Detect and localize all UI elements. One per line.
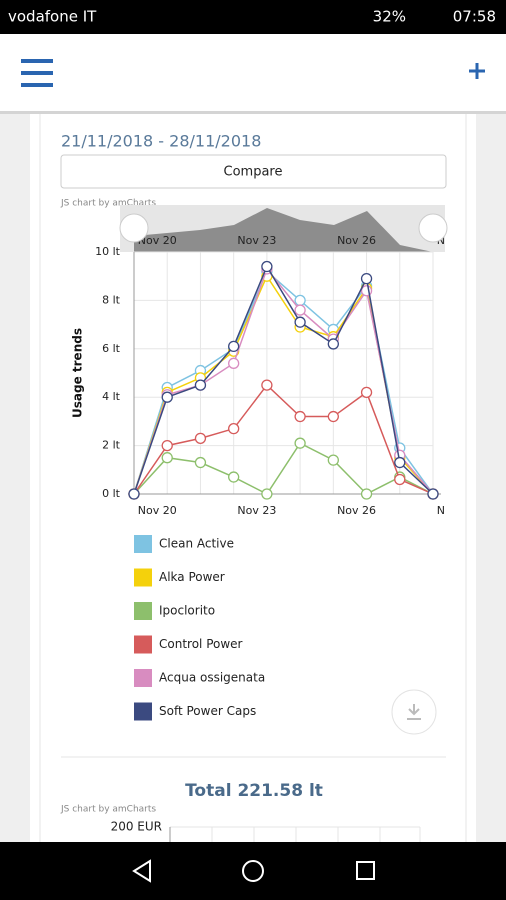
scrollbar-label: Nov 20 xyxy=(138,234,177,247)
point xyxy=(294,304,306,316)
header-shadow xyxy=(0,111,506,114)
clock: 07:58 xyxy=(453,8,496,26)
recents-button[interactable] xyxy=(356,861,375,880)
point xyxy=(261,488,273,500)
nav-bar xyxy=(0,842,506,900)
y-axis-title: Usage trends xyxy=(71,328,85,418)
y-tick-label: 10 lt xyxy=(95,245,121,258)
point xyxy=(261,260,273,273)
point xyxy=(427,488,439,500)
x-tick-label: Nov 20 xyxy=(138,504,177,517)
scroll-handle[interactable] xyxy=(418,213,448,243)
y-tick-label: 0 lt xyxy=(102,487,121,500)
point xyxy=(327,338,339,350)
point xyxy=(161,439,173,452)
legend-swatch[interactable] xyxy=(134,568,152,587)
app-header xyxy=(0,34,506,112)
point xyxy=(228,357,240,369)
point xyxy=(261,379,273,391)
legend-swatch[interactable] xyxy=(134,602,152,620)
total: Total 221.58 lt xyxy=(185,781,323,801)
menu-button[interactable] xyxy=(21,59,53,87)
legend-label: Acqua ossigenata xyxy=(159,671,265,685)
add-button[interactable] xyxy=(469,63,485,79)
compare-button[interactable] xyxy=(60,154,447,189)
scroll-handle[interactable] xyxy=(119,213,149,243)
legend-swatch[interactable] xyxy=(134,535,152,553)
legend-label: Alka Power xyxy=(159,570,225,584)
point xyxy=(161,452,173,464)
point xyxy=(360,488,373,500)
point xyxy=(194,379,207,391)
point xyxy=(194,456,207,469)
x-tick-label: Nov 29 xyxy=(437,504,476,517)
y-tick-label: 4 lt xyxy=(102,390,121,403)
credit: JS chart by amCharts xyxy=(60,805,156,815)
series-line xyxy=(133,264,434,495)
credit: JS chart by amCharts xyxy=(60,199,156,209)
x-tick-label: Nov 26 xyxy=(337,504,376,517)
legend-swatch[interactable] xyxy=(134,669,152,687)
y-tick-label: 8 lt xyxy=(102,293,121,306)
back-button[interactable] xyxy=(132,859,151,883)
point xyxy=(294,410,306,423)
status-bar xyxy=(0,0,506,34)
point xyxy=(327,454,339,466)
legend-swatch[interactable] xyxy=(134,635,152,654)
legend-swatch[interactable] xyxy=(134,702,152,721)
battery: 32% xyxy=(373,8,406,26)
series-line xyxy=(133,383,434,495)
point xyxy=(194,432,207,444)
scrollbar-preview xyxy=(134,208,433,252)
point xyxy=(228,340,240,353)
home-button[interactable] xyxy=(242,860,264,882)
point xyxy=(360,386,373,399)
scrollbar-label: Nov 23 xyxy=(237,234,276,247)
point xyxy=(360,272,373,285)
download-icon xyxy=(407,704,421,720)
point xyxy=(128,488,140,500)
point xyxy=(394,456,406,469)
carrier: vodafone IT xyxy=(8,8,97,26)
second-chart-tick: 200 EUR xyxy=(111,820,162,834)
point xyxy=(228,471,240,483)
y-tick-label: 6 lt xyxy=(102,342,121,355)
point xyxy=(294,316,306,328)
legend-label: Control Power xyxy=(159,637,243,651)
point xyxy=(394,473,406,486)
legend-label: Ipoclorito xyxy=(159,604,215,618)
legend-label: Soft Power Caps xyxy=(159,704,256,718)
point xyxy=(161,391,173,403)
compare-label: Compare xyxy=(224,165,283,180)
series-line xyxy=(133,442,434,495)
point xyxy=(228,423,240,435)
scrollbar-label: Nov 26 xyxy=(337,234,376,247)
date-range: 21/11/2018 - 28/11/2018 xyxy=(61,132,261,151)
x-tick-label: Nov 23 xyxy=(237,504,276,517)
y-tick-label: 2 lt xyxy=(102,439,121,452)
point xyxy=(294,294,306,307)
point xyxy=(327,410,339,423)
point xyxy=(294,437,306,449)
scrollbar-label: Nov 29 xyxy=(437,234,476,247)
legend-label: Clean Active xyxy=(159,537,234,551)
second-chart-grid xyxy=(169,826,421,842)
